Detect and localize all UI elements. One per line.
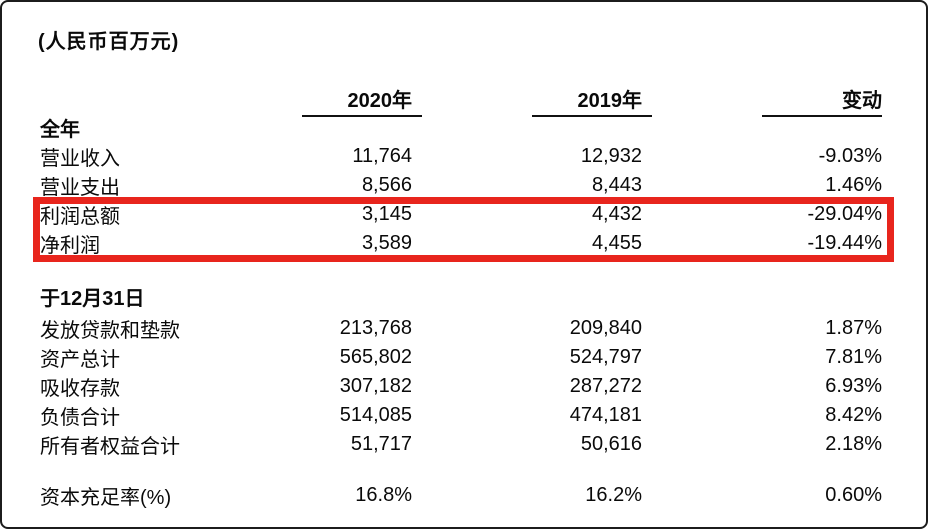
value-2019: 12,932	[580, 145, 642, 167]
row-label: 发放贷款和垫款	[40, 320, 180, 342]
table-row-operating-expense: 营业支出 8,566 8,443 1.46%	[40, 171, 882, 200]
currency-unit-note: (人民币百万元)	[38, 31, 180, 53]
value-2020: 3,145	[361, 203, 412, 225]
value-2020: 3,589	[361, 232, 412, 254]
value-change: 2.18%	[825, 433, 882, 455]
table-row-deposits: 吸收存款 307,182 287,272 6.93%	[40, 372, 882, 401]
column-header-change: 变动	[762, 84, 882, 117]
value-change: 7.81%	[825, 346, 882, 368]
section-heading-full-year: 全年	[40, 113, 882, 142]
row-label: 资本充足率(%)	[40, 487, 172, 509]
table-row-total-equity: 所有者权益合计 51,717 50,616 2.18%	[40, 430, 882, 459]
value-change: 8.42%	[825, 404, 882, 426]
value-2020: 565,802	[339, 346, 412, 368]
financial-summary-table: 2020年 2019年 变动 全年 营业收入 11,764 12,932 -9.…	[40, 84, 882, 510]
value-2019: 50,616	[580, 433, 642, 455]
row-label: 吸收存款	[40, 378, 120, 400]
row-label: 营业收入	[40, 148, 120, 170]
section-heading-label: 于12月31日	[40, 287, 145, 310]
value-2020: 51,717	[350, 433, 412, 455]
value-2019: 474,181	[569, 404, 642, 426]
value-2019: 209,840	[569, 317, 642, 339]
value-2020: 11,764	[352, 145, 412, 167]
table-row-capital-adequacy-ratio: 资本充足率(%) 16.8% 16.2% 0.60%	[40, 481, 882, 510]
value-2019: 524,797	[569, 346, 642, 368]
row-label: 利润总额	[40, 206, 120, 228]
table-row-total-assets: 资产总计 565,802 524,797 7.81%	[40, 343, 882, 372]
table-row-net-profit: 净利润 3,589 4,455 -19.44%	[40, 229, 882, 258]
value-2019: 4,432	[591, 203, 642, 225]
row-label: 营业支出	[40, 177, 120, 199]
value-2019: 287,272	[569, 375, 642, 397]
table-header-row: 2020年 2019年 变动	[40, 84, 882, 117]
value-change: -19.44%	[807, 232, 883, 254]
value-change: 6.93%	[825, 375, 882, 397]
value-2020: 16.8%	[355, 484, 412, 506]
row-label: 所有者权益合计	[40, 436, 180, 458]
table-row-total-liabilities: 负债合计 514,085 474,181 8.42%	[40, 401, 882, 430]
value-change: 1.46%	[825, 174, 882, 196]
value-change: -29.04%	[807, 203, 883, 225]
column-header-2020: 2020年	[302, 84, 422, 117]
row-label: 资产总计	[40, 349, 120, 371]
section-heading-label: 全年	[40, 119, 80, 141]
table-row-loans-and-advances: 发放贷款和垫款 213,768 209,840 1.87%	[40, 314, 882, 343]
value-change: 1.87%	[825, 317, 882, 339]
value-2020: 307,182	[339, 375, 412, 397]
value-2019: 16.2%	[585, 484, 642, 506]
value-2019: 4,455	[591, 232, 642, 254]
value-change: -9.03%	[818, 145, 882, 167]
table-row-operating-income: 营业收入 11,764 12,932 -9.03%	[40, 142, 882, 171]
row-label: 净利润	[40, 235, 100, 257]
column-header-2019: 2019年	[532, 84, 652, 117]
row-label: 负债合计	[40, 407, 120, 429]
value-change: 0.60%	[825, 484, 882, 506]
value-2020: 8,566	[361, 174, 412, 196]
value-2019: 8,443	[591, 174, 642, 196]
value-2020: 514,085	[339, 404, 412, 426]
section-heading-as-of-dec-31: 于12月31日	[40, 278, 882, 314]
table-row-total-profit: 利润总额 3,145 4,432 -29.04%	[40, 200, 882, 229]
value-2020: 213,768	[339, 317, 412, 339]
